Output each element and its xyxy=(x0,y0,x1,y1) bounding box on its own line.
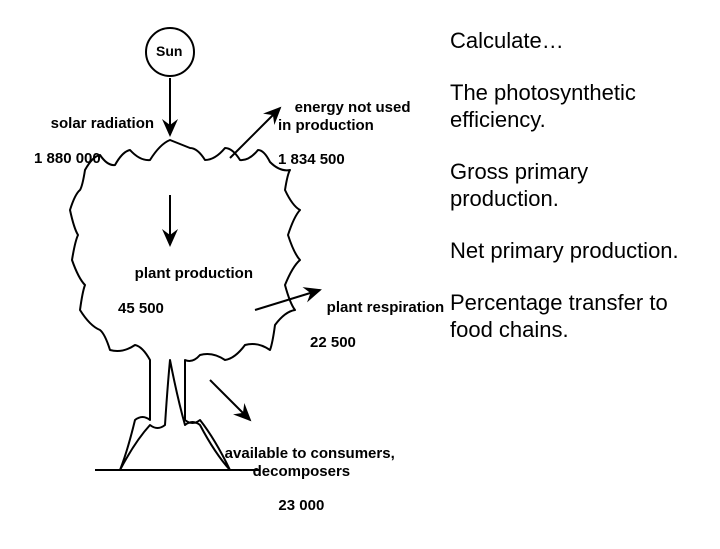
item-4: Percentage transfer to food chains. xyxy=(450,290,700,343)
item-2: Gross primary production. xyxy=(450,159,700,212)
label-plant-respiration: plant respiration 22 500 xyxy=(310,282,444,386)
label-available: available to consumers, decomposers 23 0… xyxy=(208,428,395,549)
label-value: 45 500 xyxy=(118,300,253,317)
label-title: energy not used in production xyxy=(278,99,411,133)
label-title: solar radiation xyxy=(51,115,154,132)
label-title: plant respiration xyxy=(327,299,445,316)
label-value: 23 000 xyxy=(208,497,395,514)
sun-label: Sun xyxy=(156,43,182,59)
label-plant-production: plant production 45 500 xyxy=(118,248,253,352)
label-value: 1 834 500 xyxy=(278,151,411,168)
label-energy-not-used: energy not used in production 1 834 500 xyxy=(278,82,411,203)
heading: Calculate… xyxy=(450,28,700,54)
label-value: 1 880 000 xyxy=(34,150,154,167)
item-1: The photosynthetic efficiency. xyxy=(450,80,700,133)
label-value: 22 500 xyxy=(310,334,444,351)
item-3: Net primary production. xyxy=(450,238,700,264)
label-title: available to consumers, decomposers xyxy=(225,445,395,479)
label-title: plant production xyxy=(135,265,253,282)
question-text: Calculate… The photosynthetic efficiency… xyxy=(450,28,700,369)
label-solar-radiation: solar radiation 1 880 000 xyxy=(34,98,154,202)
energy-flow-diagram: Sun solar radiation 1 880 000 energy not… xyxy=(0,0,430,540)
